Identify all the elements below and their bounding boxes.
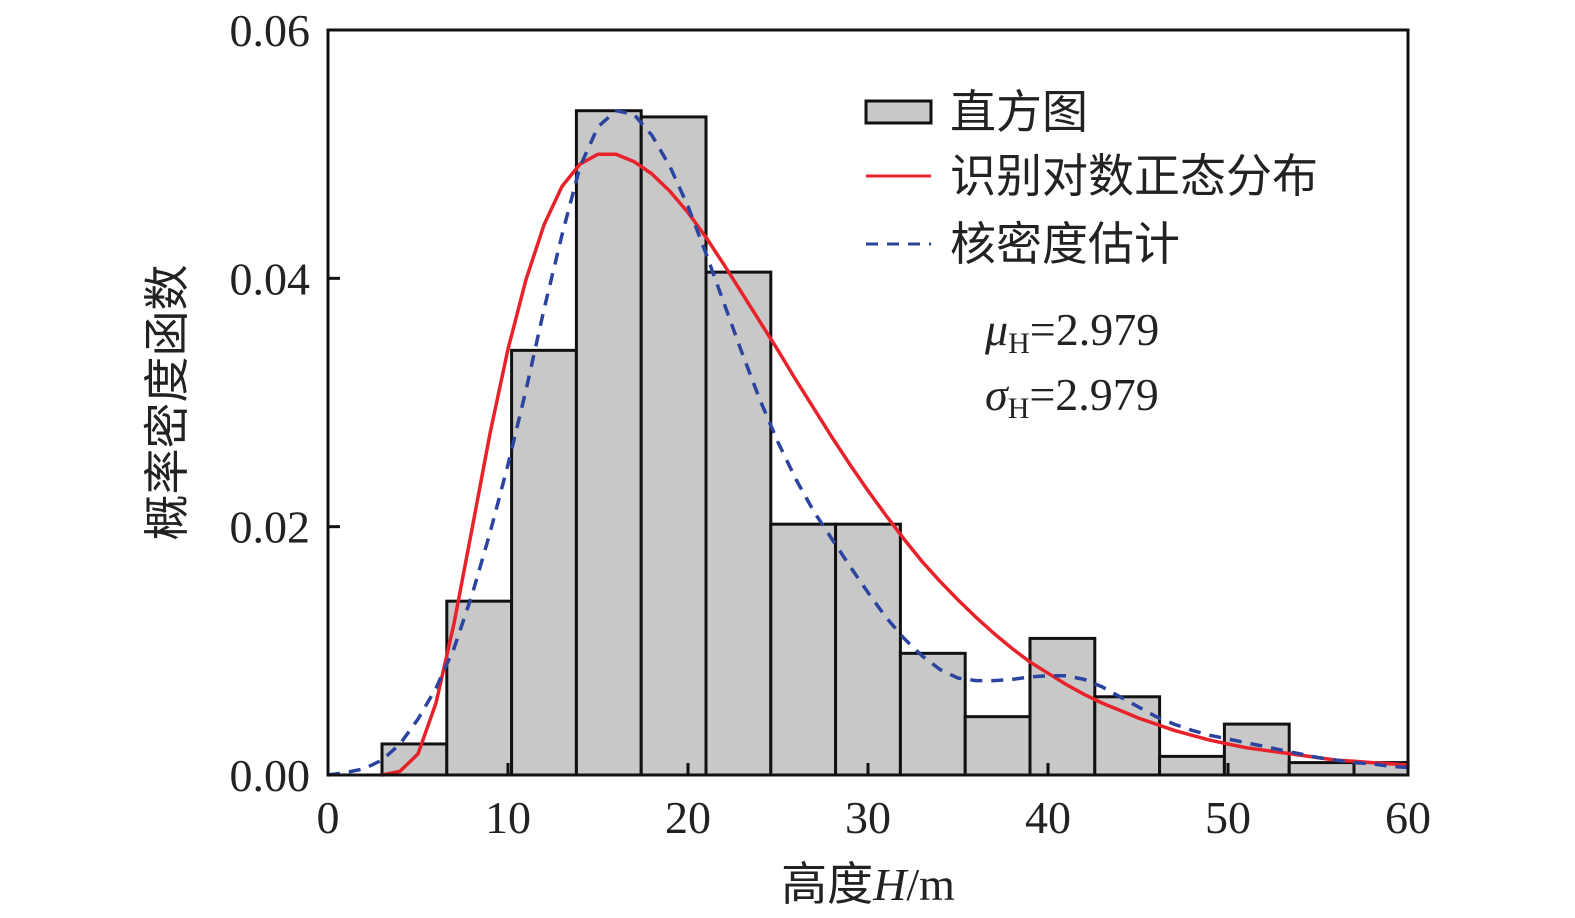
histogram-bar: [898, 651, 967, 777]
histogram-bar: [1093, 695, 1162, 777]
axes: [326, 28, 1410, 777]
histogram-bar: [445, 599, 514, 777]
y-tick-label: 0.06: [230, 5, 311, 56]
x-tick-label: 50: [1205, 792, 1251, 843]
histogram-bar: [704, 270, 773, 777]
x-tick-label: 30: [845, 792, 891, 843]
histogram-bar: [574, 109, 643, 777]
x-tick-label: 40: [1025, 792, 1071, 843]
legend-histogram-swatch: [864, 99, 933, 125]
param-sigma-symbol: σ: [985, 369, 1010, 420]
legend-histogram-label: 直方图: [950, 87, 1088, 138]
x-tick-label: 0: [317, 792, 340, 843]
y-tick-label: 0.00: [230, 750, 311, 801]
y-tick-label: 0.02: [230, 502, 311, 553]
histogram-bar: [510, 348, 578, 777]
param-sigma-value: =2.979: [1029, 369, 1158, 420]
legend-kde-label: 核密度估计: [950, 219, 1180, 270]
param-sigma: σH=2.979: [985, 369, 1159, 425]
param-mu-subscript: H: [1008, 327, 1030, 360]
param-mu-value: =2.979: [1030, 304, 1159, 355]
legend-lognormal-label: 识别对数正态分布: [950, 151, 1318, 202]
x-tick-label: 10: [485, 792, 531, 843]
tick-labels: 0 10 20 30 40 50 60 0.00 0.02 0.04 0.06: [230, 5, 1432, 843]
histogram-bar: [834, 522, 902, 777]
lognormal-curve: [380, 152, 1410, 777]
x-axis-title-variable: H: [872, 859, 909, 910]
y-axis-title: 概率密度函数: [142, 265, 193, 541]
x-axis-title: 高度H/m: [781, 859, 955, 910]
x-tick-label: 60: [1385, 792, 1431, 843]
histogram-bar: [1028, 636, 1097, 777]
x-axis-title-unit: /m: [906, 859, 955, 910]
x-tick-label: 20: [665, 792, 711, 843]
param-sigma-subscript: H: [1008, 392, 1030, 425]
histogram-bar: [639, 115, 708, 777]
histogram-bar: [1287, 761, 1356, 777]
histogram-bar: [769, 522, 838, 777]
histogram-bar: [1158, 754, 1226, 777]
density-curves: [327, 108, 1410, 777]
x-axis-title-prefix: 高度: [781, 859, 873, 910]
y-tick-label: 0.04: [230, 253, 311, 304]
kde-curve: [327, 108, 1409, 777]
param-mu-symbol: μ: [984, 304, 1008, 355]
histogram-bar: [963, 715, 1032, 777]
legend: 直方图 识别对数正态分布 核密度估计: [864, 87, 1318, 270]
histogram-bars: [380, 109, 1410, 777]
param-mu: μH=2.979: [984, 304, 1159, 360]
